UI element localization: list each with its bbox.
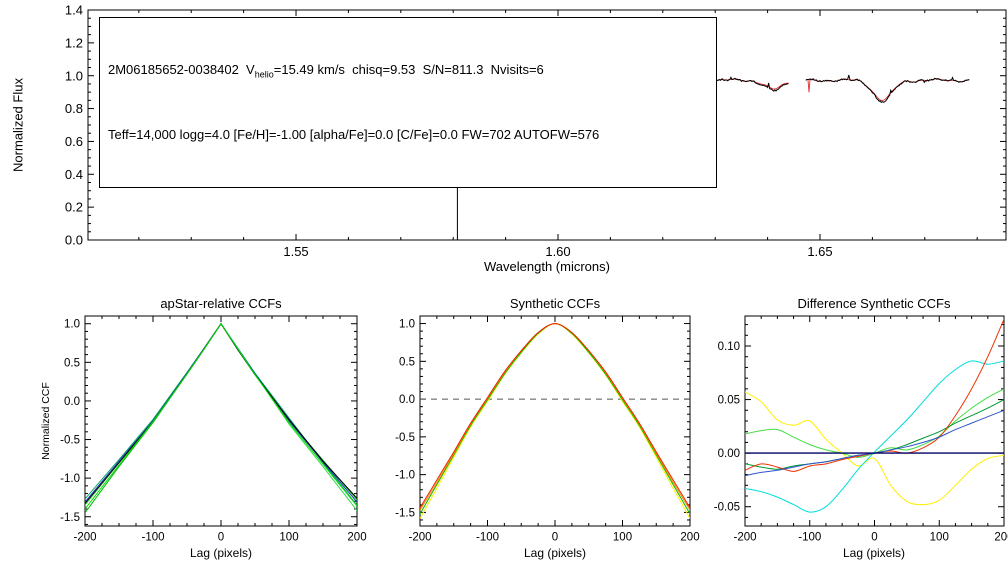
synthetic-ccfs-x-tick-label: 100 xyxy=(613,532,632,544)
spectrum-y-axis-label: Normalized Flux xyxy=(10,78,26,172)
difference-synthetic-ccfs-x-tick-label: -100 xyxy=(798,532,821,544)
synthetic-ccfs-x-tick-label: -100 xyxy=(476,532,499,544)
spectrum-frame: 1.55 1.60 1.65 0.0 0.2 0.4 0.6 0.8 1.0 1.2 1.4 xyxy=(65,3,1007,259)
apstar-ccfs-x-tick-label: 100 xyxy=(279,532,298,544)
spectrum-y-tick-label: 1.0 xyxy=(65,68,83,83)
star-id-and-vlabel: 2M06185652-0038402 V xyxy=(108,62,255,77)
difference-synthetic-ccfs-x-tick-label: -200 xyxy=(733,532,756,544)
spectrum-y-tick-label: 1.2 xyxy=(65,35,83,50)
spectrum-y-tick-label: 0.8 xyxy=(65,101,83,116)
ccf-line-visit-6 xyxy=(85,322,357,510)
ccf-line-synth-red xyxy=(420,323,690,509)
spectrum-x-tick-label: 1.55 xyxy=(283,244,308,259)
fit-summary-box: 2M06185652-0038402 Vhelio=15.49 km/s chi… xyxy=(99,17,717,188)
ccf-line-diff-yellow xyxy=(745,391,1004,506)
apstar-ccfs-series xyxy=(85,322,357,514)
difference-synthetic-ccfs-x-tick-label: 200 xyxy=(994,532,1008,544)
difference-synthetic-ccfs-x-tick-label: 100 xyxy=(930,532,949,544)
ccf-line-visit-1 xyxy=(85,322,357,514)
synthetic-ccfs-y-tick-label: -1.0 xyxy=(395,470,415,482)
difference-ccf-x-axis-label: Lag (pixels) xyxy=(842,546,906,560)
difference-synthetic-ccfs-x-tick-label: 0 xyxy=(871,532,877,544)
synthetic-ccfs-x-tick-label: -200 xyxy=(408,532,431,544)
ccf-line-visit-4 xyxy=(85,322,357,503)
spectrum-y-tick-label: 1.4 xyxy=(65,3,83,18)
difference-synthetic-ccfs-y-tick-label: -0.05 xyxy=(714,502,740,514)
spectrum-y-tick-label: 0.0 xyxy=(65,233,83,248)
spectrum-x-tick-label: 1.65 xyxy=(807,244,832,259)
ccf-line-visit-2 xyxy=(85,322,357,511)
synthetic-ccfs-y-tick-label: -1.5 xyxy=(395,507,415,519)
difference-synthetic-ccfs-y-tick-label: 0.10 xyxy=(718,341,740,353)
apstar-ccfs-y-tick-label: -1.5 xyxy=(60,512,80,524)
spectrum-x-axis-label: Wavelength (microns) xyxy=(484,259,610,274)
ccf-line-diff-red xyxy=(745,319,1004,472)
apstar-ccfs-y-tick-label: 0.0 xyxy=(64,396,80,408)
synthetic-ccfs-y-tick-label: -0.5 xyxy=(395,432,415,444)
ccf-line-diff-blue xyxy=(745,409,1004,477)
synthetic-ccfs-y-tick-label: 0.0 xyxy=(399,394,415,406)
synthetic-ccfs-y-tick-label: 1.0 xyxy=(399,319,415,331)
ccf-line-synth-green xyxy=(420,323,690,515)
vhelio-subscript: helio xyxy=(254,69,274,80)
difference-synthetic-ccfs-y-tick-label: 0.05 xyxy=(718,395,740,407)
synthetic-ccfs-y-tick-label: 0.5 xyxy=(399,356,415,368)
apstar-ccfs-y-tick-label: 1.0 xyxy=(64,319,80,331)
ccf-line-visit-5 xyxy=(85,322,357,504)
apstar-ccfs-y-tick-label: -0.5 xyxy=(60,435,80,447)
synthetic-ccfs-frame: -200 -100 0 100 200 -1.5 -1.0 -0.5 0.0 0.5 1.0 xyxy=(395,315,700,544)
apstar-ccfs-x-tick-label: -100 xyxy=(141,532,164,544)
apstar-ccf-x-axis-label: Lag (pixels) xyxy=(189,546,253,560)
difference-synthetic-ccfs-y-tick-label: 0.00 xyxy=(718,448,740,460)
spectrum-y-tick-label: 0.4 xyxy=(65,167,83,182)
spectrum-x-tick-label: 1.60 xyxy=(545,244,570,259)
difference-synthetic-ccfs-series xyxy=(745,319,1004,513)
apstar-ccf-panel-title: apStar-relative CCFs xyxy=(160,296,282,311)
synthetic-ccf-x-axis-label: Lag (pixels) xyxy=(523,546,587,560)
synthetic-ccf-panel-title: Synthetic CCFs xyxy=(509,296,601,311)
fit-summary-line2: Teff=14,000 logg=4.0 [Fe/H]=-1.00 [alpha… xyxy=(108,126,600,142)
ccf-line-synth-orange xyxy=(420,323,690,511)
ccf-line-diff-cyan xyxy=(745,360,1004,513)
synthetic-ccfs-x-tick-label: 200 xyxy=(680,532,699,544)
difference-synthetic-ccfs-frame: -200 -100 0 100 200 -0.05 0.00 0.05 0.10 xyxy=(714,315,1008,544)
synthetic-ccfs-x-tick-label: 0 xyxy=(552,532,558,544)
spectrum-y-tick-label: 0.2 xyxy=(65,200,83,215)
fit-summary-line1: 2M06185652-0038402 Vhelio=15.49 km/s chi… xyxy=(108,60,708,85)
spectrum-y-tick-label: 0.6 xyxy=(65,134,83,149)
apstar-ccfs-frame: -200 -100 0 100 200 -1.5 -1.0 -0.5 0.0 0.5 1.0 xyxy=(60,315,367,544)
ccf-line-visit-3 xyxy=(85,322,357,506)
fit-summary-line1-rest: =15.49 km/s chisq=9.53 S/N=811.3 Nvisits… xyxy=(273,62,544,77)
apstar-ccfs-y-tick-label: 0.5 xyxy=(64,357,80,369)
difference-ccf-panel-title: Difference Synthetic CCFs xyxy=(797,296,951,311)
apstar-ccfs-x-tick-label: -200 xyxy=(73,532,96,544)
apstar-ccfs-y-tick-label: -1.0 xyxy=(60,473,80,485)
observed-spectrum-line xyxy=(805,74,970,104)
synthetic-ccfs-series xyxy=(420,323,690,519)
apstar-ccfs-x-tick-label: 200 xyxy=(347,532,366,544)
apstar-ccfs-x-tick-label: 0 xyxy=(218,532,224,544)
ccf-y-axis-label: Normalized CCF xyxy=(40,382,52,460)
ccf-line-synth-yellow xyxy=(420,323,690,519)
